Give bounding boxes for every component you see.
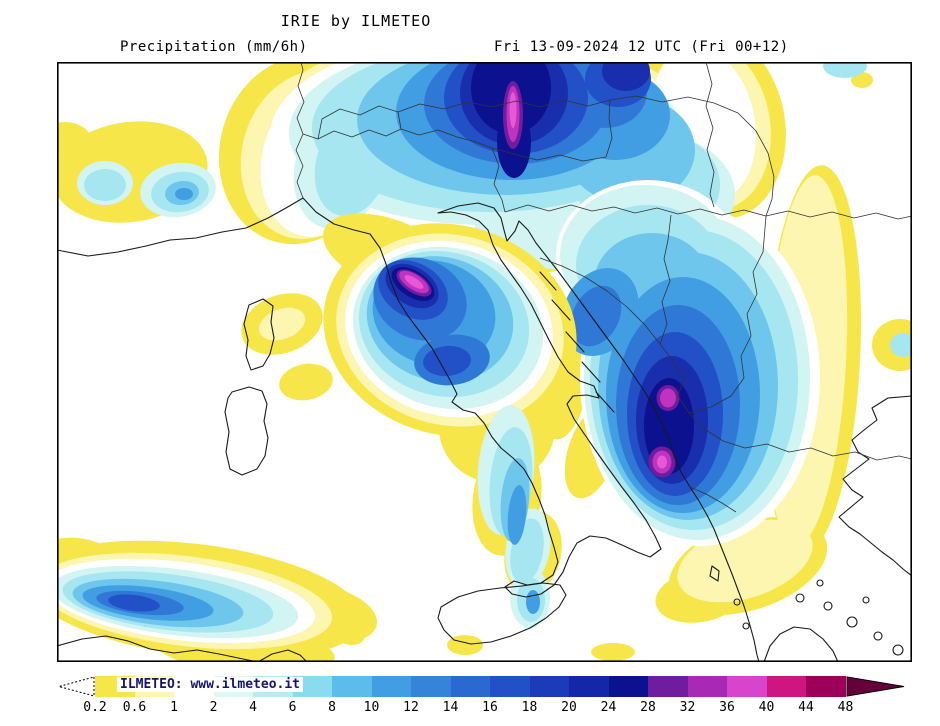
coast-corsica [243, 298, 275, 371]
legend-tick-label: 36 [719, 700, 735, 715]
legend-color-segment [608, 676, 648, 697]
legend-color-segment [450, 676, 490, 697]
legend-color-segment [569, 676, 609, 697]
legend-color-segment [332, 676, 372, 697]
legend-tick-label: 4 [249, 700, 257, 715]
legend-tick-label: 28 [640, 700, 656, 715]
legend-tick-label: 20 [561, 700, 577, 715]
coast-north-africa [57, 635, 308, 662]
legend-tick-label: 1 [170, 700, 178, 715]
legend-tick-label: 8 [328, 700, 336, 715]
coast-aegean [838, 395, 912, 577]
country-borders [295, 62, 912, 513]
map-frame [57, 62, 912, 662]
precip-max-balkans-north [660, 388, 676, 408]
coast-sicily [437, 582, 567, 645]
legend-left-arrow [57, 676, 95, 697]
legend-color-segment [648, 676, 688, 697]
legend-color-segment [727, 676, 767, 697]
legend-tick-label: 14 [442, 700, 459, 715]
legend-tick-label: 18 [521, 700, 538, 715]
legend-tick-label: 0.6 [122, 700, 147, 715]
legend-tick-label: 24 [600, 700, 617, 715]
legend-color-segment [490, 676, 530, 697]
legend-tick-label: 0.2 [83, 700, 107, 715]
coastlines [57, 197, 912, 662]
legend-tick-labels: 0.2 0.6 1 2 4 6 8 10 12 14 16 18 20 24 28 32 36 40 44 48 [83, 697, 853, 719]
legend-tick-label: 10 [363, 700, 380, 715]
legend-tick-label: 48 [837, 700, 854, 715]
coast-france-liguria [57, 197, 304, 257]
legend-tick-label: 32 [679, 700, 696, 715]
coast-corfu [709, 565, 720, 582]
legend-color-segment [806, 676, 846, 697]
coast-italy-peninsula [302, 197, 662, 598]
legend-color-segment [371, 676, 411, 697]
legend-color-segment [766, 676, 806, 697]
legend-watermark: ILMETEO: www.ilmeteo.it [117, 677, 304, 692]
map-canvas [57, 62, 912, 662]
precipitation-field [57, 62, 912, 662]
legend-tick-label: 6 [288, 700, 297, 715]
legend-tick-label: 16 [482, 700, 498, 715]
coast-sardinia [224, 386, 269, 476]
legend-tick-label: 12 [403, 700, 419, 715]
legend-color-segment [411, 676, 451, 697]
legend-tick-label: 2 [209, 700, 218, 715]
product-label: Precipitation (mm/6h) [120, 39, 308, 55]
legend-right-arrow [846, 676, 904, 697]
legend-color-segment [529, 676, 569, 697]
legend-color-segment [687, 676, 727, 697]
coast-aegean-islands [733, 579, 904, 656]
coast-istria-balkan [437, 202, 760, 662]
legend-tick-label: 40 [758, 700, 775, 715]
valid-time-label: Fri 13-09-2024 12 UTC (Fri 00+12) [494, 39, 789, 55]
legend: ILMETEO: www.ilmeteo.it 0.2 0.6 1 2 4 6 8 10 12 1… [57, 676, 923, 724]
page-title: IRIE by ILMETEO [280, 12, 432, 30]
coast-dalmatian-islands [539, 271, 615, 413]
legend-tick-label: 44 [798, 700, 814, 715]
coast-peloponnese [763, 626, 839, 662]
